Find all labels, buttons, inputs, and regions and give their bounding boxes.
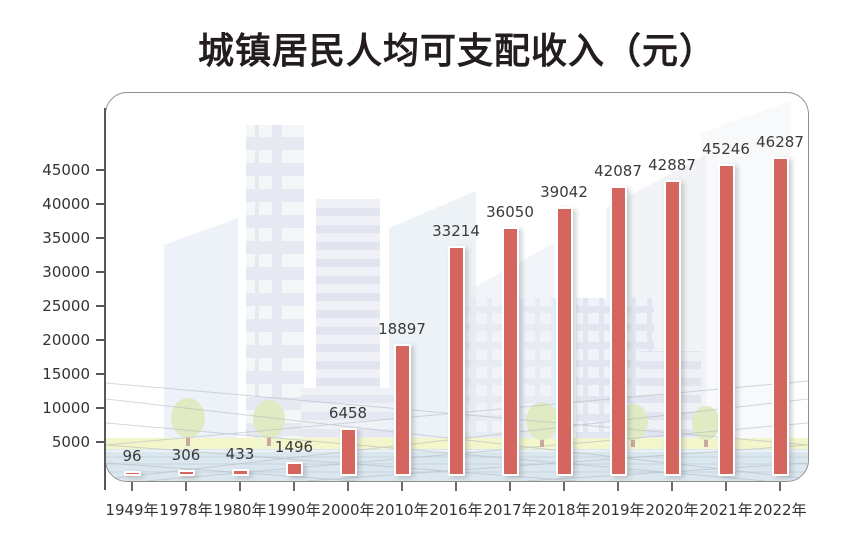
x-axis-tick	[725, 482, 727, 491]
x-axis-tick	[293, 482, 295, 491]
y-axis-tick	[96, 271, 105, 273]
bar	[123, 471, 141, 476]
bar	[339, 428, 357, 476]
x-axis-tick	[185, 482, 187, 491]
chart-title: 城镇居民人均可支配收入（元）	[197, 30, 716, 72]
y-axis-label: 10000	[42, 399, 90, 417]
tree-icon	[171, 398, 720, 447]
y-axis-tick	[96, 407, 105, 409]
bar-value-label: 6458	[328, 404, 368, 423]
y-axis-label: 15000	[42, 365, 90, 383]
x-axis-label: 2022年	[753, 501, 807, 519]
x-axis-label: 2010年	[375, 501, 429, 519]
y-axis-line	[104, 108, 106, 490]
bar-value-label: 96	[122, 447, 142, 466]
bar	[285, 461, 303, 476]
x-axis-tick	[563, 482, 565, 491]
y-axis-tick	[96, 169, 105, 171]
x-axis-label: 1980年	[213, 501, 267, 519]
bar	[393, 343, 411, 476]
bar	[447, 246, 465, 476]
bar	[771, 157, 789, 476]
x-axis-label: 2000年	[321, 501, 375, 519]
x-axis-label: 1978年	[159, 501, 213, 519]
x-axis-label: 1990年	[267, 501, 321, 519]
x-axis-tick	[509, 482, 511, 491]
bar-value-label: 18897	[378, 319, 426, 338]
bar-value-label: 1496	[274, 437, 314, 456]
y-axis-label: 35000	[42, 229, 90, 247]
bar	[609, 185, 627, 476]
x-axis-label: 2020年	[645, 501, 699, 519]
y-axis-tick	[96, 373, 105, 375]
y-axis-label: 25000	[42, 297, 90, 315]
y-axis-tick	[96, 203, 105, 205]
x-axis-tick	[671, 482, 673, 491]
x-axis-tick	[455, 482, 457, 491]
x-axis-tick	[617, 482, 619, 491]
y-axis-label: 20000	[42, 331, 90, 349]
x-axis-tick	[401, 482, 403, 491]
y-axis-tick	[96, 339, 105, 341]
bar-value-label: 42087	[594, 161, 642, 180]
y-axis-label: 30000	[42, 263, 90, 281]
bar	[501, 226, 519, 476]
bar-value-label: 433	[225, 445, 255, 464]
x-axis-tick	[347, 482, 349, 491]
x-axis-tick	[239, 482, 241, 491]
y-axis-label: 40000	[42, 195, 90, 213]
bar	[231, 469, 249, 476]
bar-value-label: 39042	[540, 182, 588, 201]
x-axis-label: 2017年	[483, 501, 537, 519]
bar-value-label: 46287	[756, 133, 804, 152]
y-axis-label: 5000	[51, 433, 90, 451]
x-axis-label: 1949年	[105, 501, 159, 519]
bar	[663, 180, 681, 476]
y-axis-tick	[96, 305, 105, 307]
bar-value-label: 42887	[648, 156, 696, 175]
bar	[555, 206, 573, 476]
x-axis-label: 2021年	[699, 501, 753, 519]
x-axis-tick	[779, 482, 781, 491]
x-axis-label: 2016年	[429, 501, 483, 519]
bar	[717, 164, 735, 476]
y-axis-tick	[96, 441, 105, 443]
bar-value-label: 45246	[702, 140, 750, 159]
x-axis-label: 2019年	[591, 501, 645, 519]
bar-value-label: 36050	[486, 202, 534, 221]
x-axis-label: 2018年	[537, 501, 591, 519]
bar-value-label: 33214	[432, 222, 480, 241]
x-axis-tick	[131, 482, 133, 491]
y-axis-label: 45000	[42, 161, 90, 179]
bar-value-label: 306	[171, 445, 201, 464]
y-axis-tick	[96, 237, 105, 239]
bar	[177, 469, 195, 476]
